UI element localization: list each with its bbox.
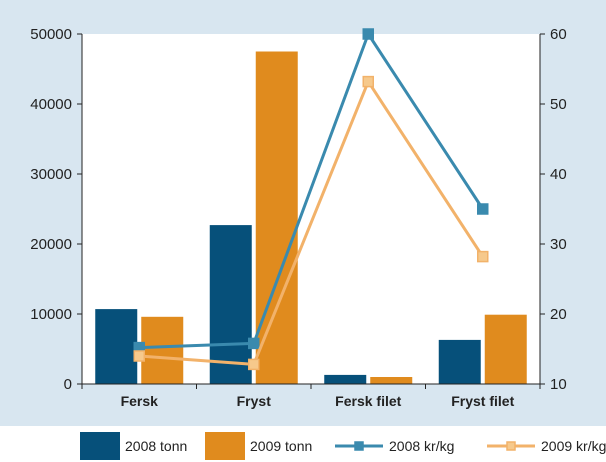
line-point-2009-kr-kg-2 bbox=[362, 75, 374, 88]
y-right-tick-label: 40 bbox=[550, 166, 567, 183]
y-right-tick-label: 30 bbox=[550, 236, 567, 253]
line-point-2008-kr-kg-2 bbox=[362, 28, 374, 40]
y-left-tick-label: 10000 bbox=[30, 306, 72, 323]
legend-swatch-bar bbox=[205, 432, 245, 460]
legend-swatch-marker bbox=[506, 441, 516, 451]
x-category-label: Fryst bbox=[237, 393, 272, 409]
legend-label: 2009 kr/kg bbox=[541, 438, 606, 454]
y-left-tick-label: 20000 bbox=[30, 236, 72, 253]
bar-2009-tonn-2 bbox=[370, 377, 413, 384]
line-point-2009-kr-kg-0 bbox=[133, 350, 145, 362]
legend-swatch-marker bbox=[354, 441, 364, 451]
line-point-2009-kr-kg-3 bbox=[477, 250, 489, 263]
y-left-tick-label: 30000 bbox=[30, 166, 72, 183]
y-left-tick-label: 0 bbox=[64, 376, 72, 393]
y-right-tick-label: 50 bbox=[550, 96, 567, 113]
legend-label: 2009 tonn bbox=[250, 438, 312, 454]
y-right-tick-label: 60 bbox=[550, 26, 567, 43]
line-point-2008-kr-kg-3 bbox=[477, 203, 489, 215]
y-left-tick-label: 40000 bbox=[30, 96, 72, 113]
bar-2008-tonn-2 bbox=[324, 374, 367, 384]
bar-2009-tonn-1 bbox=[255, 51, 298, 384]
legend-swatch-bar bbox=[80, 432, 120, 460]
y-right-tick-label: 10 bbox=[550, 376, 567, 393]
line-point-2008-kr-kg-1 bbox=[248, 337, 260, 350]
line-2008-kr-kg bbox=[139, 32, 485, 350]
bar-2009-tonn-0 bbox=[141, 316, 184, 384]
line-point-2009-kr-kg-1 bbox=[248, 358, 260, 371]
bar-2009-tonn-3 bbox=[484, 314, 527, 384]
line-2009-kr-kg bbox=[139, 80, 485, 366]
legend-label: 2008 tonn bbox=[125, 438, 187, 454]
x-category-label: Fersk bbox=[121, 393, 159, 409]
y-right-tick-label: 20 bbox=[550, 306, 567, 323]
bar-2008-tonn-3 bbox=[438, 339, 481, 384]
y-left-tick-label: 50000 bbox=[30, 26, 72, 43]
bar-2008-tonn-1 bbox=[209, 225, 252, 384]
legend-label: 2008 kr/kg bbox=[389, 438, 454, 454]
x-category-label: Fryst filet bbox=[451, 393, 514, 409]
bar-2008-tonn-0 bbox=[95, 309, 138, 384]
x-category-label: Fersk filet bbox=[335, 393, 401, 409]
